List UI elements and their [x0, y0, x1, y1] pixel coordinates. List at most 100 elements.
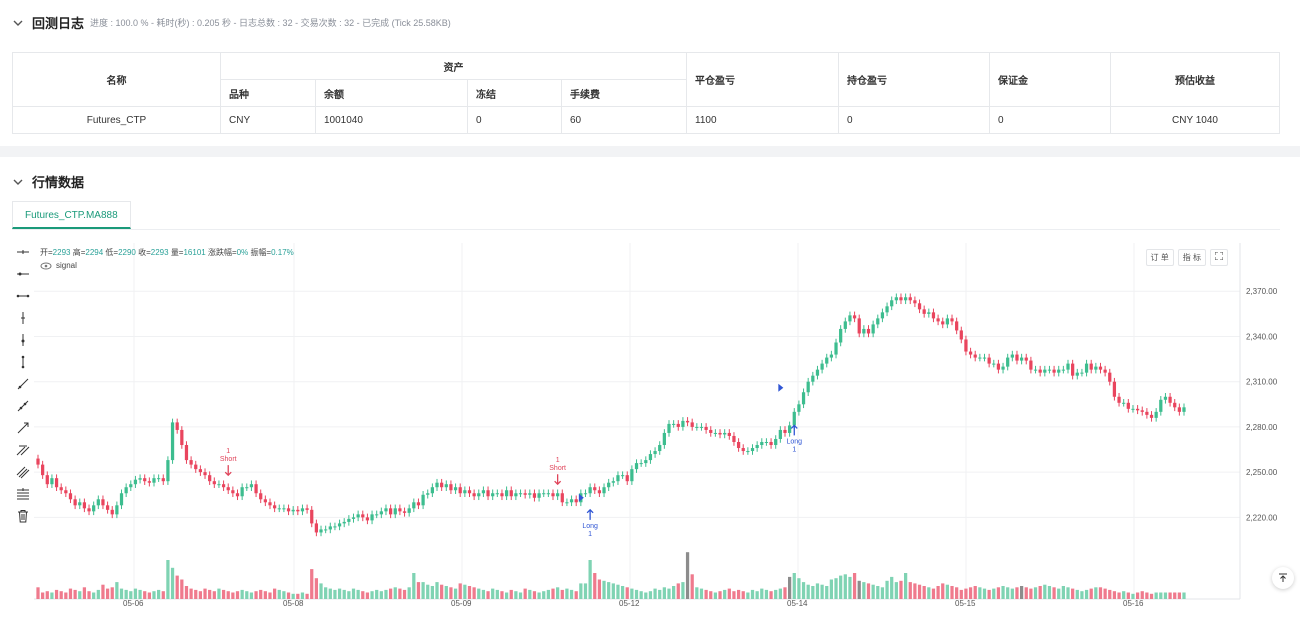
trend-line-tool-icon[interactable]	[14, 375, 32, 393]
cell-close-pnl: 1100	[686, 106, 839, 134]
volume-bar	[59, 591, 63, 599]
candle-body	[347, 518, 351, 522]
candle-body	[412, 502, 416, 509]
open-label: 开=	[40, 248, 53, 257]
arrow-line-tool-icon[interactable]	[14, 419, 32, 437]
candle-body	[240, 487, 244, 497]
eye-icon[interactable]	[40, 262, 52, 270]
candle-body	[588, 487, 592, 494]
volume-bar	[170, 567, 175, 599]
signal-legend[interactable]: signal	[40, 261, 77, 270]
volume-bar	[449, 587, 453, 599]
vertical-line-tool-icon[interactable]	[14, 309, 32, 327]
market-header[interactable]: 行情数据	[12, 172, 84, 191]
volume-bar	[1163, 592, 1168, 599]
x-tick-label: 05-06	[123, 599, 144, 608]
candle-body	[699, 426, 704, 428]
volume-bar	[87, 591, 91, 599]
volume-bar	[1024, 587, 1028, 599]
candle-body	[996, 363, 1001, 370]
candlestick-chart[interactable]: 2,370.00 2,340.00 2,310.00 2,280.00 2,250.00…	[34, 243, 1280, 613]
vertical-segment-tool-icon[interactable]	[14, 353, 32, 371]
chevron-down-icon[interactable]	[12, 17, 24, 29]
horizontal-ray-tool-icon[interactable]	[14, 265, 32, 283]
candle-body	[41, 464, 45, 476]
candle-body	[440, 482, 444, 488]
volume-bar	[1173, 592, 1177, 599]
tab-divider	[12, 229, 1280, 230]
trash-icon[interactable]	[14, 507, 32, 525]
volume-bar	[157, 589, 161, 599]
candle-body	[463, 490, 467, 494]
volume-bar	[500, 591, 504, 599]
candle-body	[1163, 396, 1168, 400]
volume-bar	[115, 582, 119, 599]
volume-bar	[1168, 592, 1172, 599]
parallel-channel-tool-icon[interactable]	[14, 463, 32, 481]
volume-bar	[625, 587, 629, 599]
volume-bar	[54, 589, 59, 599]
volume-bar	[430, 586, 434, 599]
candle-body	[1098, 366, 1103, 370]
candle-body	[54, 478, 59, 488]
candle-body	[1029, 360, 1033, 370]
candle-body	[1149, 414, 1154, 418]
cell-est: CNY 1040	[1110, 106, 1280, 134]
volume-bar	[1103, 588, 1107, 599]
horizontal-line-tool-icon[interactable]	[14, 243, 32, 261]
volume-bar	[1075, 589, 1079, 599]
price-channel-tool-icon[interactable]	[14, 441, 32, 459]
volume-bar	[208, 589, 212, 599]
volume-bar	[263, 591, 267, 599]
volume-bar	[328, 588, 332, 599]
chevron-down-icon[interactable]	[12, 176, 24, 188]
candle-body	[1071, 363, 1075, 376]
scroll-to-top-button[interactable]	[1272, 567, 1294, 589]
candle-body	[648, 454, 653, 461]
volume-bar	[959, 589, 963, 599]
candle-body	[249, 484, 254, 488]
indicator-button[interactable]: 指 标	[1177, 249, 1206, 266]
volume-bar	[569, 589, 574, 599]
order-button[interactable]: 订 单	[1145, 249, 1174, 266]
candle-body	[1154, 411, 1158, 418]
candle-body	[1015, 354, 1019, 361]
candle-body	[370, 514, 374, 521]
candle-body	[616, 475, 620, 482]
volume-bar	[602, 580, 606, 599]
candle-body	[746, 451, 750, 453]
tab-futures-ctp-ma888[interactable]: Futures_CTP.MA888	[12, 201, 131, 229]
horizontal-segment-tool-icon[interactable]	[14, 287, 32, 305]
volume-bar	[699, 588, 704, 599]
log-header[interactable]: 回测日志 进度 : 100.0 % - 耗时(秒) : 0.205 秒 - 日志…	[12, 13, 451, 32]
volume-bar	[880, 587, 885, 599]
ray-line-tool-icon[interactable]	[14, 397, 32, 415]
candle-body	[941, 321, 945, 325]
candle-body	[198, 469, 203, 473]
close-label: 收=	[138, 248, 151, 257]
vertical-ray-tool-icon[interactable]	[14, 331, 32, 349]
candle-body	[1094, 366, 1098, 370]
candle-body	[504, 490, 509, 497]
volume-bar	[388, 588, 393, 599]
candle-body	[277, 508, 281, 510]
candle-body	[797, 404, 801, 412]
candle-body	[296, 509, 300, 512]
fullscreen-button[interactable]	[1210, 249, 1228, 266]
volume-bar	[486, 591, 490, 599]
volume-bar	[365, 592, 370, 599]
volume-bar	[440, 584, 444, 599]
fibonacci-tool-icon[interactable]	[14, 485, 32, 503]
volume-bar	[337, 588, 342, 599]
candle-body	[375, 514, 379, 516]
candle-body	[226, 487, 230, 491]
volume-bar	[574, 591, 578, 599]
volume-bar	[560, 589, 564, 599]
candle-body	[1024, 357, 1028, 361]
candle-body	[143, 478, 147, 482]
volume-bar	[203, 588, 207, 599]
volume-bar	[736, 589, 741, 599]
volume-bar	[927, 587, 931, 599]
volume-bar	[992, 588, 996, 599]
volume-bar	[407, 587, 411, 599]
